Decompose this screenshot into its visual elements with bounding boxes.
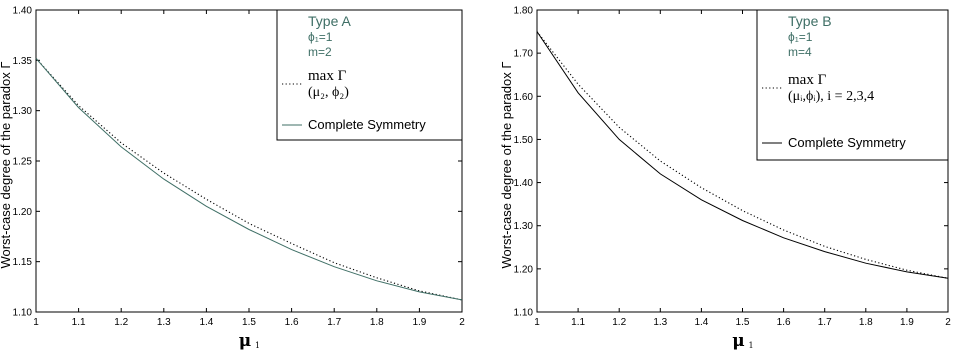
legend-label-max-gamma-line2: (μ₂, ϕ₂) xyxy=(308,85,349,100)
series-line-max-gamma xyxy=(35,57,463,301)
y-tick-label: 1.20 xyxy=(13,207,33,218)
x-tick-label: 1.1 xyxy=(72,317,86,328)
legend-box xyxy=(756,9,949,161)
x-axis-label: μ xyxy=(732,331,744,351)
y-tick-label: 1.40 xyxy=(514,178,534,189)
x-tick-label: 1.8 xyxy=(859,317,873,328)
y-tick-label: 1.30 xyxy=(13,106,33,117)
x-tick-label: 1.5 xyxy=(242,317,256,328)
x-axis-label-subscript: 1 xyxy=(749,341,754,350)
x-tick-label: 1.9 xyxy=(412,317,426,328)
legend-box xyxy=(276,9,463,141)
x-tick-label: 1.1 xyxy=(571,317,585,328)
legend: Type Bϕ₁=1m=4 max Γ(μᵢ,ϕᵢ), i = 2,3,4 Comp… xyxy=(756,9,949,161)
x-tick-label: 1.3 xyxy=(653,317,667,328)
x-tick-label: 2 xyxy=(945,317,951,328)
x-tick-label: 1.8 xyxy=(370,317,384,328)
y-tick-label: 1.30 xyxy=(514,221,534,232)
y-tick-label: 1.10 xyxy=(514,308,534,319)
y-tick-label: 1.50 xyxy=(514,135,534,146)
legend-type-title: Type B xyxy=(788,13,832,29)
y-axis-label: Worst-case degree of the paradox Γ xyxy=(0,61,13,268)
x-tick-label: 1 xyxy=(33,317,39,328)
y-tick-label: 1.10 xyxy=(13,308,33,319)
x-tick-label: 1.4 xyxy=(199,317,213,328)
x-axis-label: μ xyxy=(239,331,251,351)
y-tick-label: 1.80 xyxy=(514,6,534,17)
x-tick-label: 2 xyxy=(459,317,465,328)
series-line-complete-symmetry xyxy=(35,57,463,301)
legend-type-title: Type A xyxy=(308,13,351,29)
y-tick-label: 1.15 xyxy=(13,257,33,268)
x-tick-label: 1.2 xyxy=(114,317,128,328)
x-tick-label: 1.4 xyxy=(694,317,708,328)
x-tick-label: 1.9 xyxy=(900,317,914,328)
x-tick-label: 1.6 xyxy=(285,317,299,328)
legend-m-text: m=4 xyxy=(788,45,812,59)
x-tick-label: 1.3 xyxy=(157,317,171,328)
x-tick-label: 1.7 xyxy=(327,317,341,328)
legend-label-max-gamma-line1: max Γ xyxy=(308,68,347,84)
legend-label-complete-symmetry: Complete Symmetry xyxy=(788,135,906,150)
y-tick-label: 1.40 xyxy=(13,6,33,17)
x-tick-label: 1.2 xyxy=(612,317,626,328)
x-tick-label: 1.5 xyxy=(736,317,750,328)
legend-m-text: m=2 xyxy=(308,45,332,59)
y-tick-label: 1.60 xyxy=(514,92,534,103)
x-tick-label: 1.7 xyxy=(818,317,832,328)
x-axis-label-subscript: 1 xyxy=(255,341,260,350)
x-tick-label: 1 xyxy=(534,317,540,328)
series-line-complete-symmetry xyxy=(536,31,949,279)
y-tick-label: 1.20 xyxy=(514,264,534,275)
x-tick-label: 1.6 xyxy=(777,317,791,328)
legend-label-max-gamma-line2: (μᵢ,ϕᵢ), i = 2,3,4 xyxy=(788,89,874,104)
y-axis-label: Worst-case degree of the paradox Γ xyxy=(499,61,514,268)
legend-phi-text: ϕ₁=1 xyxy=(308,30,333,44)
legend-label-max-gamma-line1: max Γ xyxy=(788,72,827,88)
legend-phi-text: ϕ₁=1 xyxy=(788,30,813,44)
y-tick-label: 1.35 xyxy=(13,56,33,67)
y-tick-label: 1.70 xyxy=(514,49,534,60)
chart-panel-1: 1 1.1 1.2 1.3 1.4 1.5 1.6 1.7 1.8 1.9 2 1.10 1.15 1.2… xyxy=(0,6,465,352)
legend-label-complete-symmetry: Complete Symmetry xyxy=(308,117,426,132)
chart-panel-2: 1 1.1 1.2 1.3 1.4 1.5 1.6 1.7 1.8 1.9 2 1.10 1.20 1.3… xyxy=(499,6,951,352)
y-tick-label: 1.25 xyxy=(13,157,33,168)
legend: Type Aϕ₁=1m=2 max Γ(μ₂, ϕ₂) Complete Symme… xyxy=(276,9,463,141)
